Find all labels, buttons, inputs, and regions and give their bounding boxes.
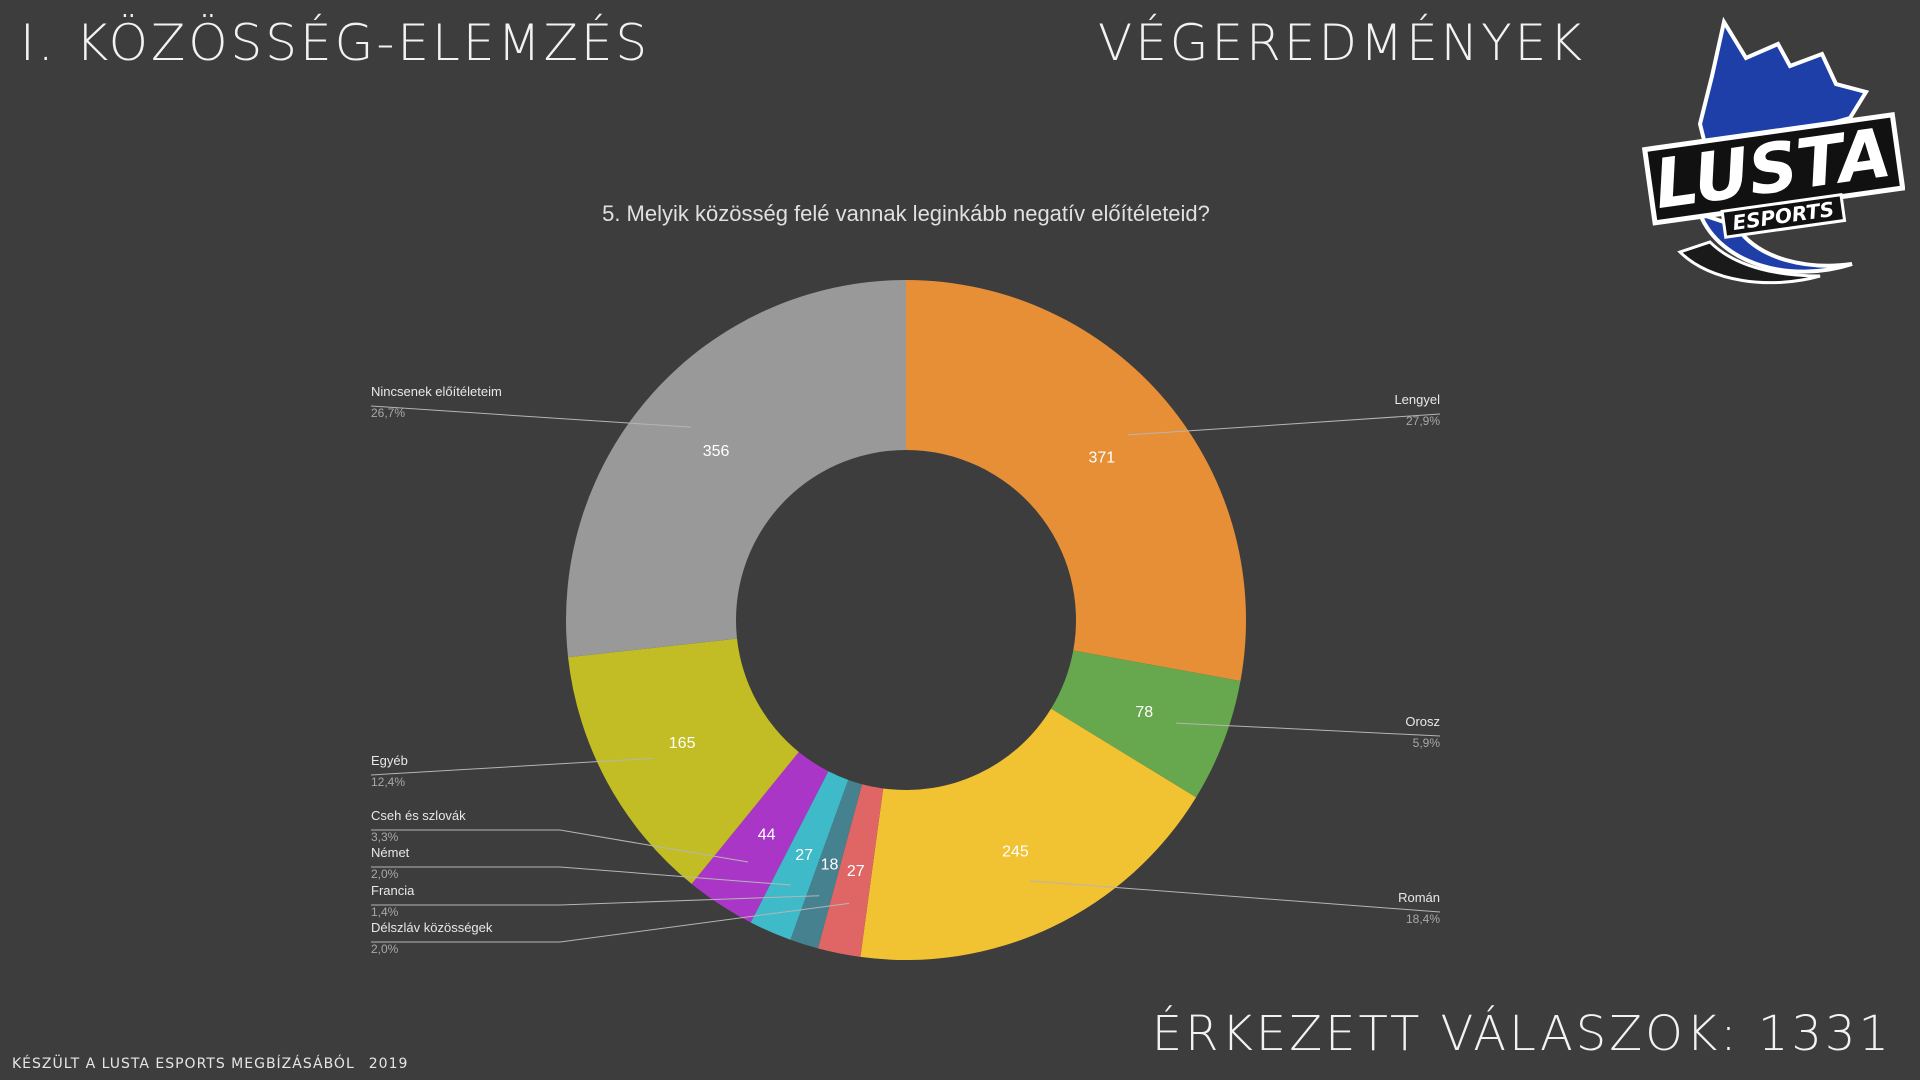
legend-percent-lengyel: 27,9% [1406, 414, 1440, 428]
value-label-francia: 18 [821, 856, 839, 873]
leader-line-delszlav-kozossegek [371, 902, 850, 943]
legend-percent-nincsenek-eloiteleteim: 26,7% [371, 406, 405, 420]
leader-line-cseh-es-szlovak [371, 829, 749, 863]
legend-percent-orosz: 5,9% [1413, 736, 1441, 750]
legend-label-orosz: Orosz [1405, 714, 1440, 729]
chart-leader-lines [370, 405, 1441, 943]
leader-line-roman [1030, 880, 1441, 913]
slice-delszlav-kozossegek [817, 784, 884, 957]
legend-label-francia: Francia [371, 883, 415, 898]
footer-year: 2019 [368, 1056, 409, 1072]
chart-title: 5. Melyik közösség felé vannak leginkább… [602, 201, 1210, 226]
slice-orosz [1051, 650, 1241, 798]
leader-line-orosz [1175, 722, 1441, 737]
legend-label-nincsenek-eloiteleteim: Nincsenek előítéleteim [371, 384, 502, 399]
legend-label-egyeb: Egyéb [371, 753, 408, 768]
slice-nincsenek-eloiteleteim [566, 280, 906, 658]
value-label-egyeb: 165 [669, 735, 696, 752]
slice-lengyel [906, 280, 1246, 682]
value-label-delszlav-kozossegek: 27 [847, 863, 865, 880]
chart-legend: Lengyel 27,9% Orosz 5,9% Román 18,4% Délszláv … [371, 384, 1440, 956]
legend-label-nemet: Német [371, 845, 410, 860]
legend-percent-cseh-es-szlovak: 3,3% [371, 830, 399, 844]
slice-francia [790, 779, 862, 949]
leader-line-nemet [371, 866, 791, 886]
leader-line-egyeb [370, 757, 653, 776]
legend-label-cseh-es-szlovak: Cseh és szlovák [371, 808, 466, 823]
section-title: I. KÖZÖSSÉG-ELEMZÉS [20, 14, 651, 72]
responses-count: ÉRKEZETT VÁLASZOK: 1331 [1151, 1006, 1892, 1062]
leader-line-lengyel [1127, 413, 1441, 436]
value-label-nemet: 27 [795, 847, 813, 864]
value-label-nincsenek-eloiteleteim: 356 [703, 443, 730, 460]
legend-percent-francia: 1,4% [371, 905, 399, 919]
footer: KÉSZÜLT A LUSTA ESPORTS MEGBÍZÁSÁBÓL 2019 [12, 1056, 408, 1072]
legend-percent-nemet: 2,0% [371, 867, 399, 881]
value-label-orosz: 78 [1135, 704, 1153, 721]
chart-value-labels: 371 78 245 27 18 27 44 165 356 [669, 443, 1153, 880]
slice-roman [860, 708, 1197, 960]
legend-percent-egyeb: 12,4% [371, 775, 405, 789]
leader-line-nincsenek-eloiteleteim [370, 405, 691, 428]
legend-label-lengyel: Lengyel [1394, 392, 1440, 407]
chart-slices [566, 280, 1246, 960]
legend-label-delszlav-kozossegek: Délszláv közösségek [371, 920, 493, 935]
footer-credit: KÉSZÜLT A LUSTA ESPORTS MEGBÍZÁSÁBÓL [12, 1056, 355, 1072]
wolf-head-icon [1697, 16, 1870, 167]
results-title: VÉGEREDMÉNYEK [1098, 14, 1586, 72]
value-label-roman: 245 [1002, 843, 1029, 860]
slice-egyeb [568, 638, 799, 884]
legend-percent-roman: 18,4% [1406, 912, 1440, 926]
legend-percent-delszlav-kozossegek: 2,0% [371, 942, 399, 956]
legend-label-roman: Román [1398, 890, 1440, 905]
value-label-lengyel: 371 [1088, 450, 1115, 467]
value-label-cseh-es-szlovak: 44 [758, 827, 776, 844]
lusta-esports-logo: LUSTA ESPORTS [1641, 16, 1905, 285]
leader-line-francia [371, 895, 820, 906]
